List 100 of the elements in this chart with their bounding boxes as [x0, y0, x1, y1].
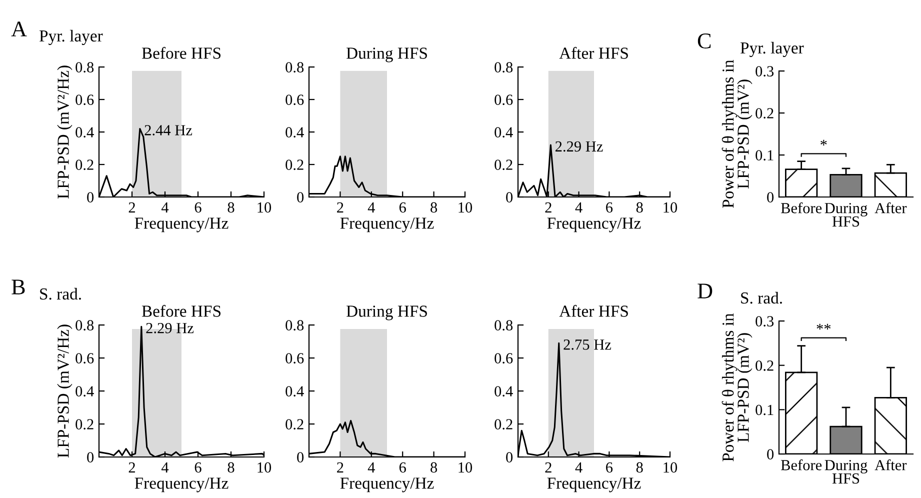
x-tick-label: 6: [606, 202, 613, 213]
y-tick-label: 0.6: [76, 353, 94, 364]
y-tick-label: 0.2: [76, 160, 94, 170]
annotation: 2.75 Hz: [564, 339, 611, 350]
x-tick-label: 10: [664, 202, 678, 213]
annotation: 2.44 Hz: [144, 125, 192, 136]
y-tick-label: 0.1: [756, 150, 774, 161]
x-tick-label: 4: [368, 202, 375, 212]
annotation: *: [820, 140, 827, 146]
y-tick-label: 0.2: [286, 419, 304, 430]
y-tick-label: 0: [297, 192, 304, 202]
x-axis-title: Frequency/Hz: [547, 218, 641, 232]
x-tick-label: 10: [258, 462, 272, 473]
chart-title: During HFS: [346, 306, 427, 320]
y-tick-label: 0.3: [756, 316, 774, 327]
y-tick-label: 0.1: [756, 404, 774, 416]
x-tick-label: 8: [430, 462, 438, 473]
x-tick-label: 4: [161, 462, 169, 472]
x-tick-label: 4: [368, 462, 375, 472]
y-tick-label: 0.4: [76, 386, 94, 397]
x-tick-label: 2: [337, 202, 344, 212]
y-tick-label: 0: [87, 192, 94, 202]
x-axis-title: Frequency/Hz: [340, 478, 434, 492]
chart-title: Before HFS: [142, 304, 221, 317]
x-axis-title: Frequency/Hz: [134, 218, 228, 232]
x-tick-label: 6: [399, 202, 406, 213]
y-tick-label: 0: [767, 192, 774, 202]
y-axis-title: LFP-PSD (mV²/Hz): [57, 324, 72, 458]
x-tick-label: 6: [194, 462, 202, 473]
y-tick-label: 0.8: [286, 62, 304, 73]
annotation: 2.29 Hz: [146, 322, 194, 334]
annotation: 2.29 Hz: [556, 141, 603, 152]
y-tick-label: 0.3: [756, 66, 774, 77]
x-tick-label: 6: [606, 462, 613, 473]
x-tick-label: After: [874, 202, 907, 214]
y-tick-label: 0.4: [494, 386, 513, 397]
x-axis-title: Frequency/Hz: [547, 478, 641, 492]
y-tick-label: 0: [297, 452, 304, 462]
y-tick-label: 0: [506, 452, 513, 462]
x-tick-label: 4: [575, 202, 582, 212]
x-tick-label: Before: [780, 459, 822, 470]
text: S. rad.: [741, 292, 782, 304]
x-tick-label: 8: [430, 202, 438, 213]
y-tick-label: 0.6: [286, 94, 304, 106]
x-tick-label: 6: [399, 462, 406, 473]
x-tick-label: 10: [664, 462, 678, 473]
text: C: [698, 34, 711, 48]
x-tick-label: 2: [337, 462, 344, 472]
y-tick-label: 0.2: [756, 360, 774, 371]
y-tick-label: 0.2: [286, 160, 304, 170]
x-tick-label: 2: [128, 202, 135, 212]
y-tick-label: 0: [767, 449, 774, 460]
x-tick-label: 2: [545, 202, 552, 212]
y-tick-label: 0.4: [76, 127, 94, 138]
chart-title: Before HFS: [142, 46, 221, 59]
y-tick-label: 0.2: [756, 108, 774, 119]
x-tick-label: 4: [161, 202, 169, 212]
x-tick-label: 10: [458, 462, 472, 473]
text: A: [11, 22, 27, 36]
annotation: **: [816, 324, 831, 330]
chart-title: During HFS: [346, 48, 427, 62]
text: Pyr. layer: [39, 30, 103, 45]
x-tick-label: 8: [636, 462, 643, 473]
chart-title: After HFS: [559, 46, 628, 59]
y-tick-label: 0.2: [76, 419, 94, 430]
y-tick-label: 0.6: [494, 353, 513, 364]
y-tick-label: 0.2: [494, 419, 512, 430]
y-tick-label: 0.6: [286, 353, 304, 364]
x-tick-label: During HFS: [824, 460, 868, 484]
y-axis-title: LFP-PSD (mV²/Hz): [57, 66, 72, 199]
x-tick-label: 4: [575, 462, 582, 472]
y-tick-label: 0.6: [494, 94, 513, 106]
y-tick-label: 0.8: [76, 62, 94, 73]
text: B: [12, 280, 25, 294]
chart-title: After HFS: [559, 304, 628, 317]
text: S. rad.: [40, 288, 81, 300]
y-tick-label: 0: [87, 452, 94, 462]
y-axis-title: Power of θ rhythms in LFP-PSD (mV²): [722, 313, 752, 462]
y-tick-label: 0.8: [494, 62, 513, 73]
x-tick-label: 6: [194, 202, 202, 213]
x-tick-label: 10: [258, 202, 272, 213]
x-axis-title: Frequency/Hz: [134, 478, 228, 492]
x-tick-label: Before: [780, 202, 822, 214]
text: Pyr. layer: [740, 42, 804, 57]
y-tick-label: 0.8: [494, 320, 513, 331]
y-tick-label: 0.8: [286, 320, 304, 331]
x-tick-label: 8: [636, 202, 643, 213]
y-tick-label: 0.4: [286, 386, 304, 397]
text: D: [698, 284, 712, 298]
y-tick-label: 0.6: [76, 94, 94, 106]
y-tick-label: 0.8: [76, 320, 94, 331]
y-tick-label: 0.4: [494, 127, 513, 138]
y-axis-title: Power of θ rhythms in LFP-PSD (mV²): [722, 60, 752, 208]
y-tick-label: 0: [506, 192, 513, 202]
y-tick-label: 0.4: [286, 127, 304, 138]
x-tick-label: 2: [128, 462, 135, 472]
y-tick-label: 0.2: [494, 160, 512, 170]
x-tick-label: 8: [228, 202, 234, 213]
x-tick-label: After: [874, 459, 907, 470]
x-tick-label: During HFS: [824, 202, 868, 227]
